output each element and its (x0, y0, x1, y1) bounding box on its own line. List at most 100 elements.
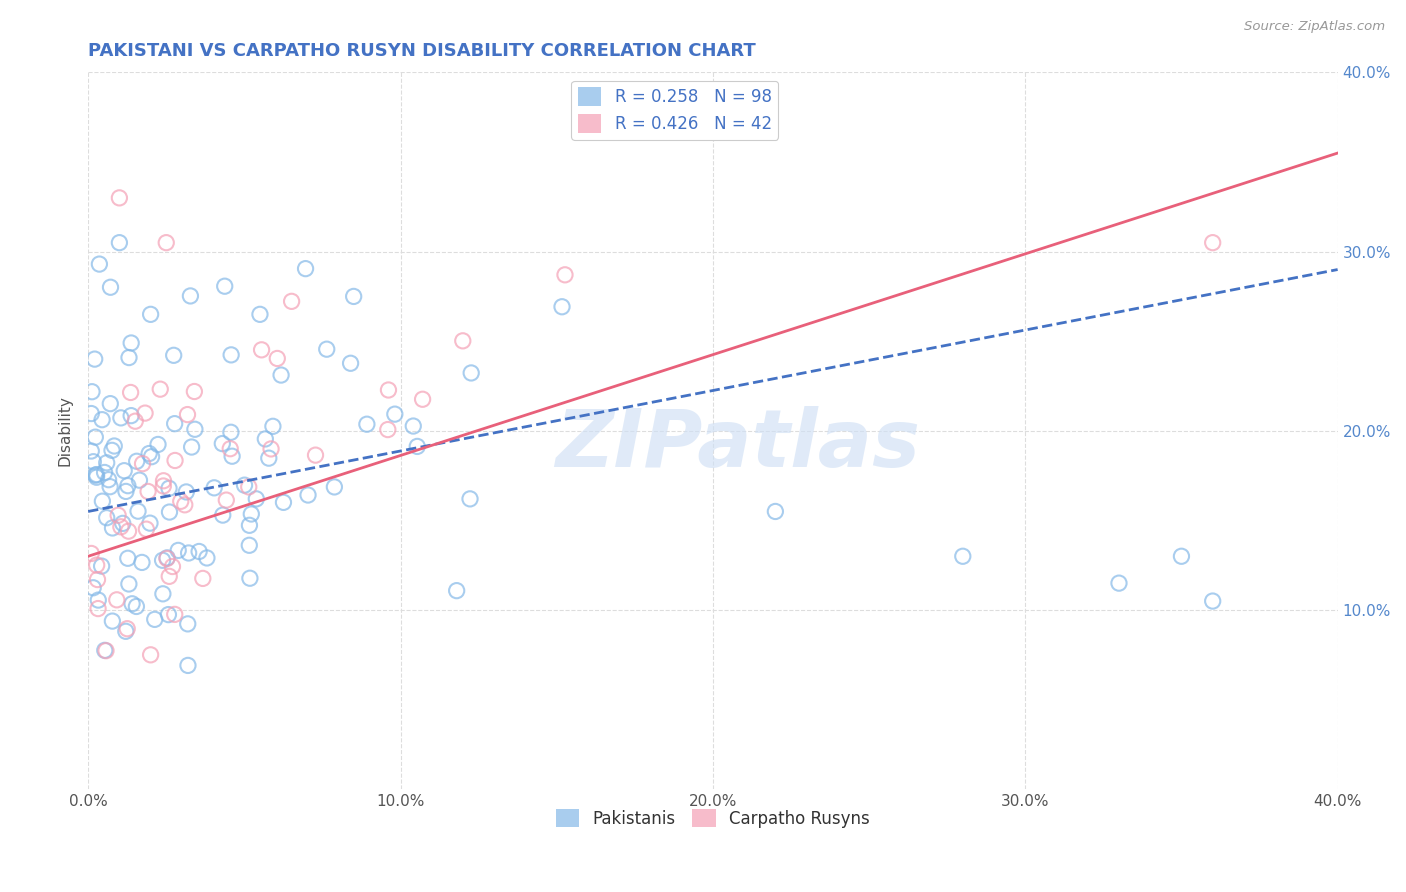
Point (83, 352, 105, 367)
Point (90, 559, 112, 574)
Point (125, 454, 148, 468)
Point (170, 494, 193, 508)
Point (131, 556, 153, 570)
Point (245, 491, 267, 506)
Point (157, 607, 180, 622)
Point (304, 448, 326, 462)
Point (406, 439, 429, 453)
Point (155, 235, 177, 250)
Point (139, 648, 162, 662)
Point (115, 484, 138, 499)
Point (114, 624, 136, 639)
Point (446, 583, 468, 598)
Point (110, 410, 132, 425)
Text: Source: ZipAtlas.com: Source: ZipAtlas.com (1244, 20, 1385, 33)
Point (120, 336, 142, 351)
Point (143, 612, 166, 626)
Point (952, 549, 974, 564)
Point (211, 436, 233, 450)
Point (86, 467, 108, 482)
Point (157, 569, 180, 583)
Point (202, 481, 225, 495)
Point (118, 351, 141, 365)
Point (86, 558, 108, 573)
Point (156, 550, 179, 565)
Point (183, 384, 205, 399)
Point (460, 366, 482, 380)
Point (294, 261, 316, 276)
Point (177, 616, 200, 631)
Point (173, 498, 195, 512)
Point (82, 455, 104, 469)
Point (115, 622, 138, 636)
Point (180, 440, 202, 454)
Point (108, 235, 131, 250)
Point (297, 488, 319, 502)
Point (195, 550, 218, 565)
Point (112, 464, 135, 478)
Legend: Pakistanis, Carpatho Rusyns: Pakistanis, Carpatho Rusyns (550, 803, 876, 835)
Point (254, 432, 277, 446)
Point (377, 383, 399, 397)
Point (94, 643, 117, 657)
Point (80, 384, 103, 399)
Point (124, 414, 146, 428)
Point (174, 485, 197, 500)
Point (215, 493, 238, 508)
Point (179, 289, 201, 303)
Point (238, 518, 260, 533)
Point (219, 442, 242, 456)
Point (159, 505, 181, 519)
Point (152, 553, 174, 567)
Point (120, 385, 142, 400)
Point (239, 571, 262, 585)
Point (117, 478, 139, 492)
Point (84, 430, 107, 444)
Point (315, 342, 337, 356)
Point (1108, 576, 1130, 591)
Point (163, 348, 186, 362)
Point (141, 450, 163, 464)
Point (262, 419, 284, 434)
Point (82, 581, 104, 595)
Point (139, 516, 162, 530)
Point (343, 289, 366, 303)
Point (1170, 549, 1192, 564)
Point (101, 443, 124, 458)
Point (152, 474, 174, 488)
Point (280, 294, 302, 309)
Point (136, 484, 159, 499)
Point (117, 524, 139, 538)
Point (384, 407, 406, 421)
Point (356, 417, 378, 432)
Point (219, 348, 242, 362)
Point (97, 473, 120, 487)
Point (188, 544, 211, 558)
Point (131, 457, 153, 471)
Point (103, 439, 125, 453)
Point (152, 479, 174, 493)
Point (101, 521, 124, 535)
Point (125, 599, 148, 614)
Point (167, 543, 190, 558)
Point (98, 397, 121, 411)
Point (270, 368, 292, 382)
Point (120, 409, 142, 423)
Point (135, 522, 157, 536)
Point (96, 510, 118, 524)
Point (214, 279, 236, 293)
Point (184, 422, 207, 436)
Text: ZIPatlas: ZIPatlas (555, 406, 921, 484)
Point (1202, 594, 1225, 608)
Point (127, 504, 149, 518)
Point (80, 546, 103, 560)
Point (157, 481, 180, 495)
Point (249, 307, 271, 321)
Point (101, 614, 124, 628)
Point (87, 593, 110, 607)
Y-axis label: Disability: Disability (58, 395, 72, 467)
Point (273, 495, 295, 509)
Point (219, 425, 242, 440)
Point (412, 392, 434, 407)
Point (93, 466, 115, 480)
